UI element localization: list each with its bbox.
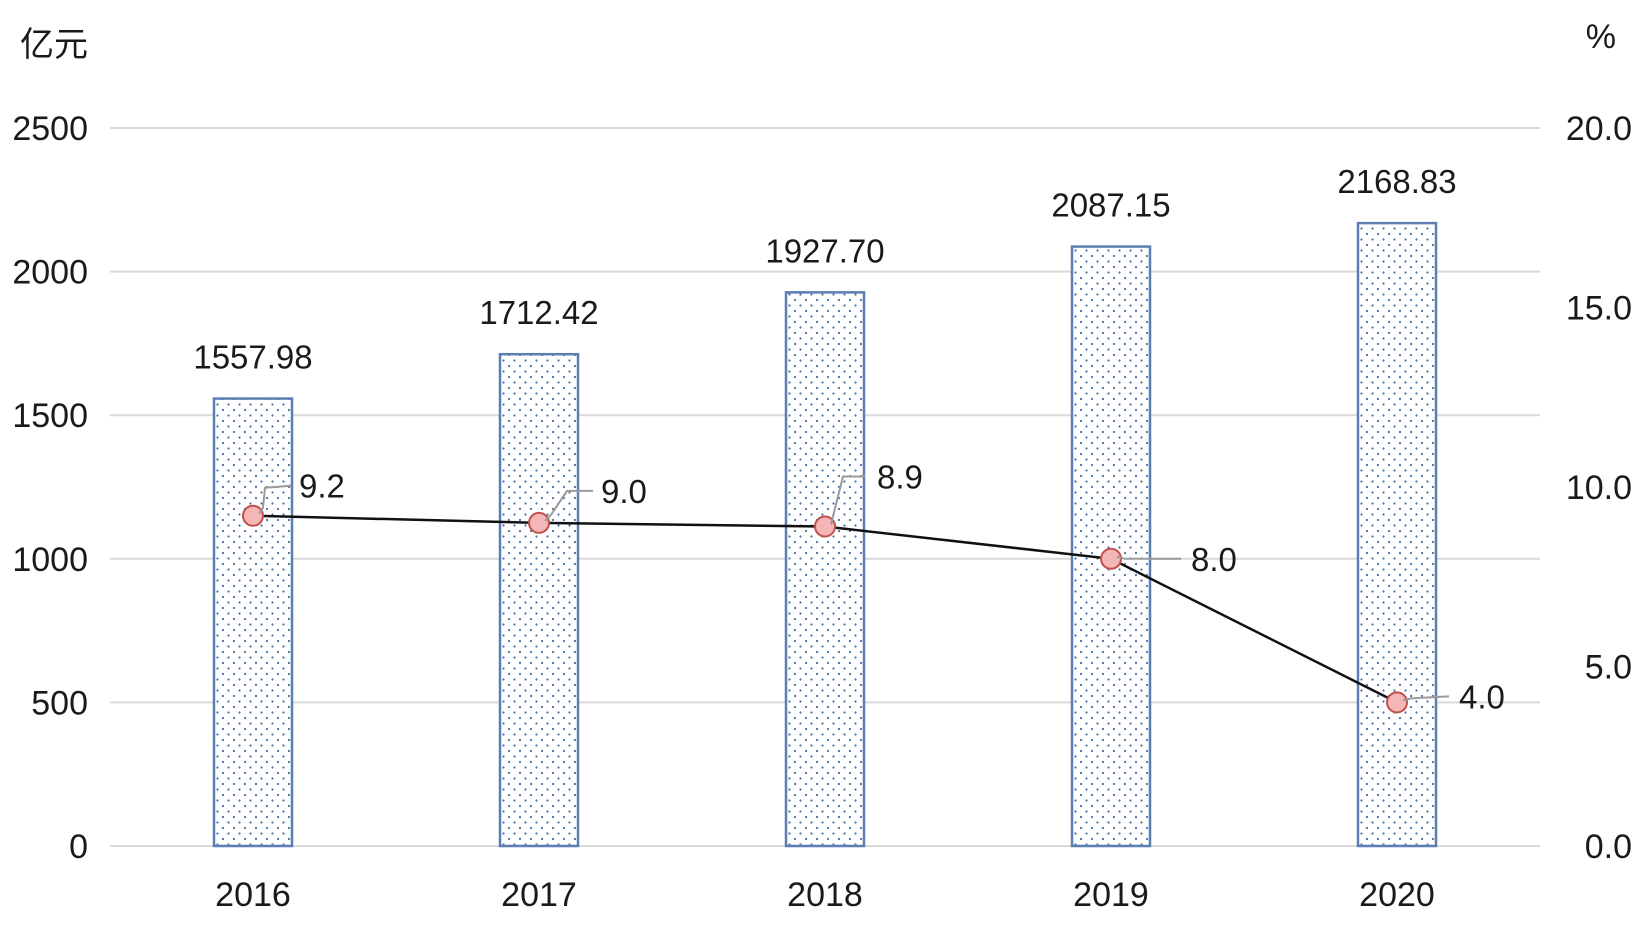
y-right-tick-label: 10.0: [1566, 469, 1632, 507]
line-point-marker: [1100, 547, 1122, 570]
line-value-label: 8.9: [877, 458, 923, 495]
line-point-marker: [814, 515, 836, 538]
line-point-marker: [1386, 691, 1408, 714]
line-value-label: 4.0: [1459, 678, 1505, 715]
label-leader-line: [830, 475, 865, 525]
line-value-label: 8.0: [1191, 541, 1237, 578]
label-leader-line: [544, 489, 593, 522]
x-category-label: 2020: [1359, 876, 1435, 914]
y-left-tick-label: 2500: [12, 110, 88, 148]
y-right-tick-label: 5.0: [1585, 649, 1632, 687]
x-category-label: 2016: [215, 876, 291, 914]
bar-value-label: 1927.70: [765, 232, 884, 269]
bar-series: [212, 221, 1438, 848]
line-series: [242, 504, 1408, 714]
axes: 0 500 1000 1500 2000 2500 0.0 5.0 10.0 15.0 20.0 亿元…: [12, 18, 1632, 914]
y-right-tick-label: 15.0: [1566, 290, 1632, 328]
y-right-unit-label: %: [1586, 18, 1616, 56]
y-right-tick-label: 20.0: [1566, 110, 1632, 148]
bar: [1356, 221, 1438, 848]
y-left-unit-label: 亿元: [20, 26, 88, 64]
y-right-tick-label: 0.0: [1585, 828, 1632, 866]
label-leader-line: [258, 484, 292, 515]
y-left-tick-label: 2000: [12, 254, 88, 292]
x-category-label: 2018: [787, 876, 863, 914]
y-left-tick-label: 1000: [12, 541, 88, 579]
x-category-label: 2017: [501, 876, 577, 914]
label-leader-line: [1116, 555, 1181, 560]
label-leader-line: [1402, 695, 1450, 702]
bar: [212, 397, 294, 848]
bar-value-label: 2168.83: [1337, 163, 1456, 200]
x-category-label: 2019: [1073, 876, 1149, 914]
bar: [1070, 245, 1152, 848]
bar-value-label: 1712.42: [479, 294, 598, 331]
line-value-label: 9.0: [601, 473, 647, 510]
line-value-label: 9.2: [299, 468, 345, 505]
line-point-marker: [528, 511, 550, 534]
bar: [784, 291, 866, 848]
bar: [498, 352, 580, 848]
bar-value-label: 1557.98: [193, 339, 312, 376]
y-left-tick-label: 1500: [12, 397, 88, 435]
bar-value-label: 2087.15: [1051, 187, 1170, 224]
line-point-marker: [242, 504, 264, 527]
y-left-tick-label: 500: [31, 684, 88, 722]
y-left-tick-label: 0: [69, 828, 88, 866]
data-labels: 1557.98 1712.42 1927.70 2087.15 2168.83 9.2 9.…: [193, 163, 1505, 715]
